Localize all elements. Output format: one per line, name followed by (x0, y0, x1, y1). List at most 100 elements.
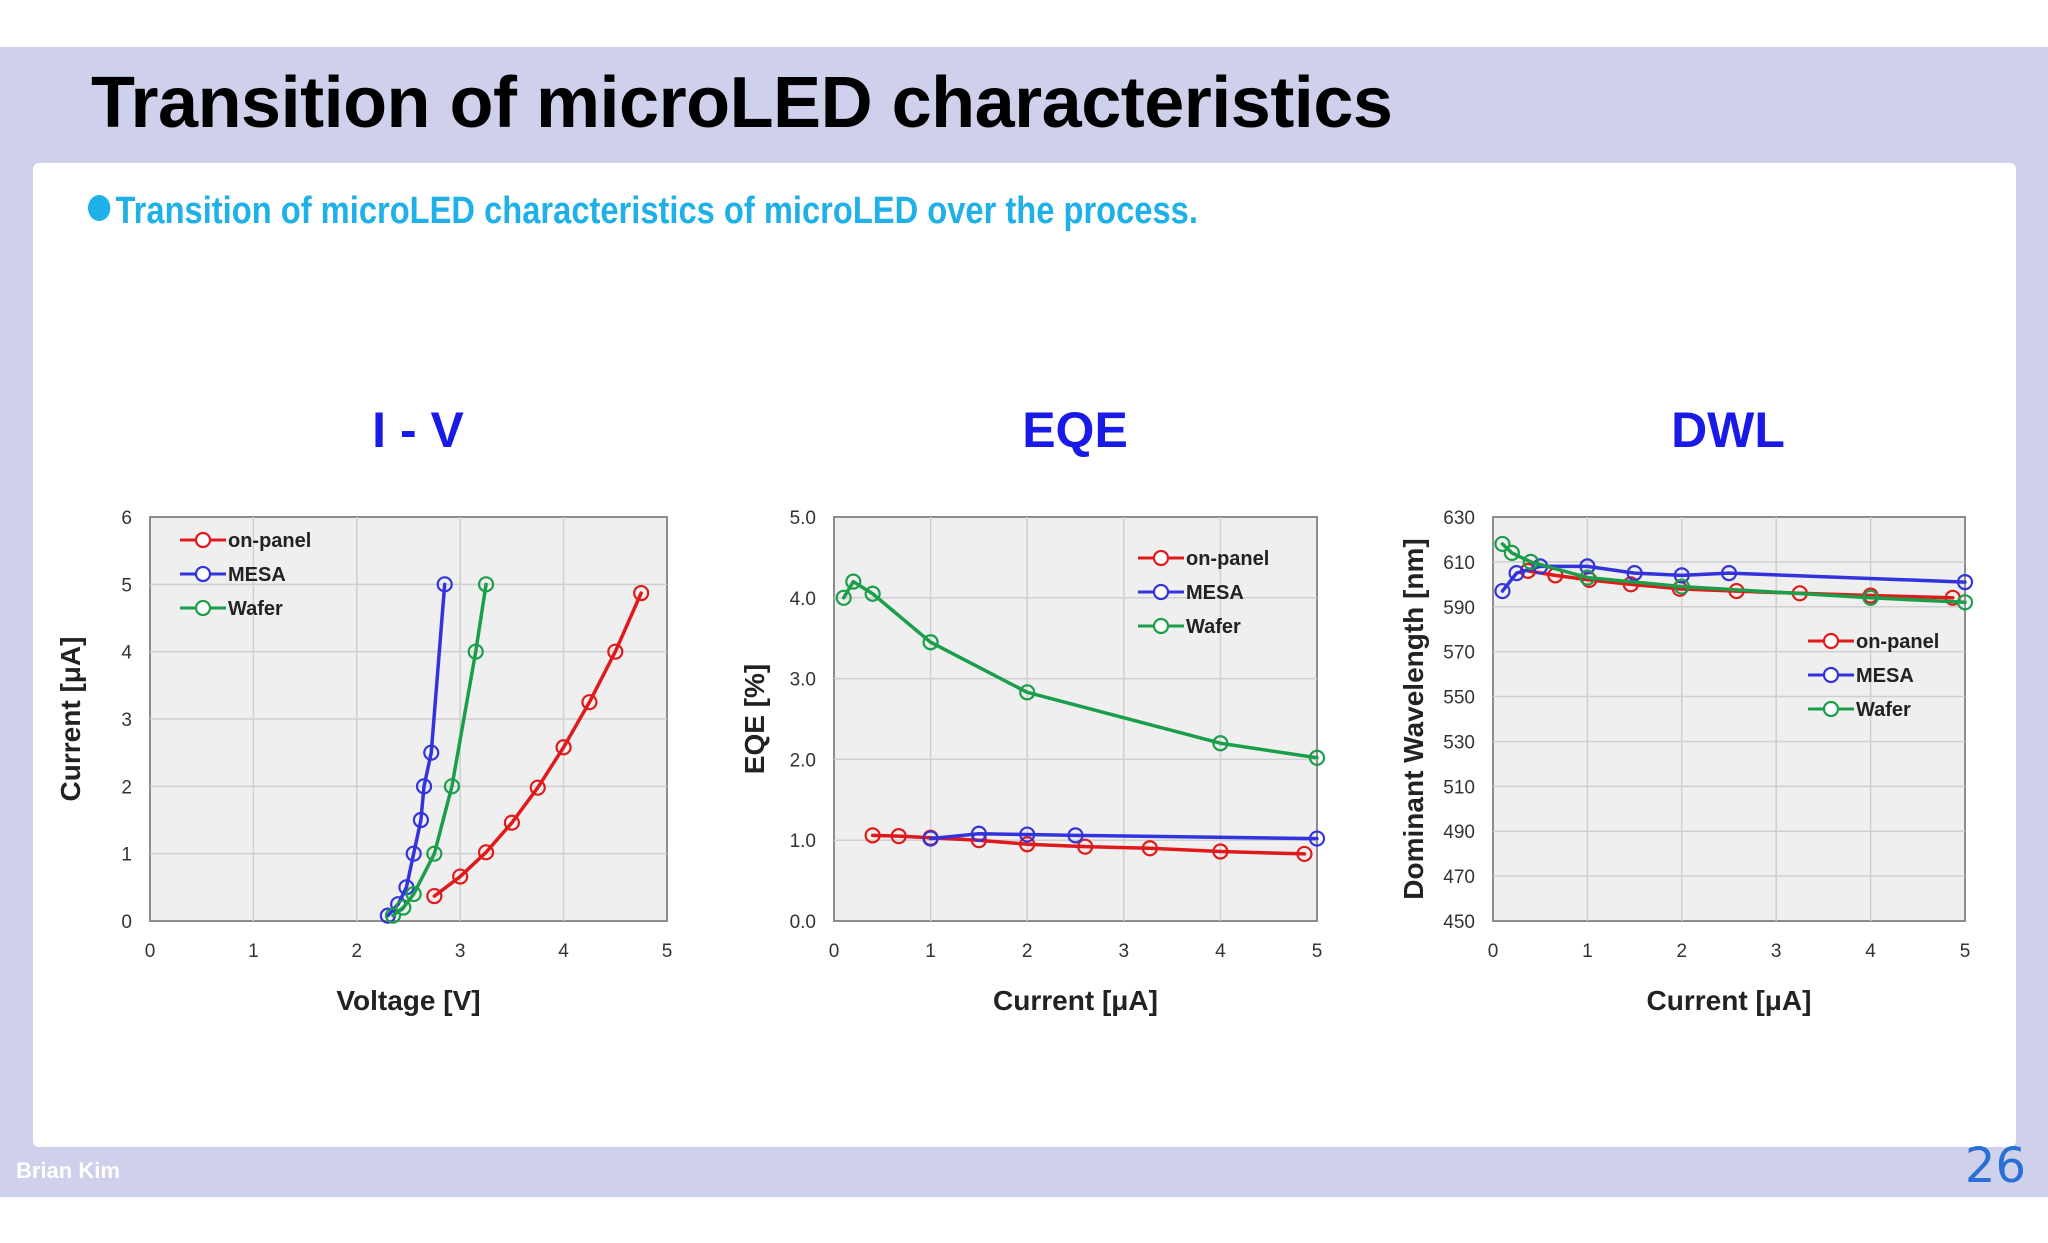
y-tick-label: 610 (1443, 553, 1475, 574)
y-tick-label: 5 (121, 575, 132, 596)
data-point-mesa (415, 778, 433, 795)
legend-label: Wafer (1856, 699, 1911, 721)
y-tick-label: 0.0 (790, 912, 816, 933)
data-point-wafer (384, 907, 402, 924)
legend-label: MESA (1186, 582, 1244, 604)
series-line-on-panel (432, 591, 643, 898)
data-point-wafer (1212, 735, 1229, 752)
data-point-mesa (922, 830, 939, 847)
y-tick-label: 470 (1443, 867, 1475, 888)
chart-3: 0 1 2 3 4 5 450 470 490 510 530 550 570 590 610 630 Curr… (1398, 402, 1974, 1016)
data-point-on-panel (1077, 838, 1094, 855)
page-number: 26 (1964, 1138, 2026, 1194)
data-point-mesa (1019, 826, 1036, 843)
x-axis-label: Current [μA] (1647, 985, 1812, 1016)
legend-label: MESA (1856, 665, 1914, 687)
legend-label: Wafer (228, 598, 283, 620)
data-point-on-panel (477, 844, 495, 861)
author-name: Brian Kim (16, 1158, 120, 1183)
series-line-wafer (1500, 542, 1967, 605)
legend-label: on-panel (228, 530, 311, 552)
data-point-wafer (835, 589, 852, 606)
data-point-mesa (412, 811, 430, 829)
data-point-wafer (845, 573, 862, 590)
legend-marker (1152, 549, 1170, 567)
data-point-mesa (1673, 567, 1690, 584)
y-tick-label: 1 (121, 845, 132, 866)
y-tick-label: 630 (1443, 508, 1475, 529)
data-point-mesa (1579, 558, 1596, 575)
y-tick-label: 490 (1443, 822, 1475, 843)
legend: on-panel MESA Wafer (1808, 631, 1939, 721)
data-point-on-panel (426, 887, 443, 905)
y-tick-label: 2.0 (790, 750, 816, 771)
x-tick-label: 0 (145, 941, 156, 962)
x-tick-label: 4 (558, 941, 569, 962)
x-tick-label: 4 (1215, 941, 1226, 962)
y-tick-label: 4 (121, 643, 132, 664)
y-tick-label: 530 (1443, 732, 1475, 753)
data-point-on-panel (633, 584, 650, 602)
legend-label: Wafer (1186, 616, 1241, 638)
data-point-mesa (970, 825, 988, 842)
legend-label: on-panel (1856, 631, 1939, 653)
x-tick-label: 3 (1119, 941, 1130, 962)
data-point-wafer (864, 585, 881, 602)
data-point-wafer (1503, 544, 1520, 562)
x-tick-label: 2 (1022, 941, 1033, 962)
legend-marker (1822, 632, 1840, 650)
x-tick-label: 5 (662, 941, 673, 962)
x-axis-label: Voltage [V] (336, 985, 480, 1016)
data-point-on-panel (452, 868, 469, 885)
x-tick-label: 5 (1960, 941, 1971, 962)
data-point-mesa (1067, 827, 1084, 844)
y-axis-label: EQE [%] (739, 664, 770, 774)
y-tick-label: 0 (121, 912, 132, 933)
data-point-mesa (1956, 573, 1974, 591)
data-point-mesa (1494, 582, 1511, 600)
y-tick-label: 6 (121, 508, 132, 529)
data-point-mesa (436, 576, 453, 593)
data-point-on-panel (503, 814, 520, 831)
y-axis-label: Dominant Wavelength [nm] (1398, 538, 1429, 899)
data-point-mesa (423, 744, 440, 761)
chart-1: 0 1 2 3 4 5 0 1 2 3 4 5 6 Voltage [V] Current [μA] I - … (55, 402, 672, 1016)
data-point-wafer (1579, 569, 1596, 586)
x-tick-label: 0 (1488, 941, 1499, 962)
data-point-on-panel (1296, 845, 1313, 863)
data-point-wafer (1019, 684, 1036, 701)
y-tick-label: 4.0 (790, 589, 816, 610)
x-tick-label: 5 (1312, 941, 1323, 962)
data-point-wafer (467, 643, 484, 660)
y-tick-label: 3.0 (790, 670, 816, 691)
x-tick-label: 2 (352, 941, 363, 962)
y-tick-label: 550 (1443, 688, 1475, 709)
chart-title: DWL (1671, 402, 1785, 458)
bullet-icon (88, 195, 111, 221)
data-point-on-panel (581, 694, 598, 711)
x-tick-label: 1 (1582, 941, 1593, 962)
data-point-wafer (1956, 594, 1974, 611)
plot-area (1492, 516, 1966, 922)
legend-marker (194, 531, 212, 549)
data-point-mesa (405, 845, 422, 862)
data-point-wafer (405, 885, 422, 903)
x-axis-label: Current [μA] (993, 985, 1158, 1016)
plot-area (833, 516, 1318, 922)
data-point-wafer (426, 845, 443, 862)
y-tick-label: 2 (121, 777, 132, 798)
data-point-on-panel (1622, 576, 1639, 593)
y-tick-label: 3 (121, 710, 132, 731)
legend: on-panel MESA Wafer (1138, 548, 1269, 638)
chart-2: 0 1 2 3 4 5 0.0 1.0 2.0 3.0 4.0 5.0 Current [μA] EQE … (739, 402, 1326, 1016)
x-tick-label: 4 (1865, 941, 1876, 962)
series-line-on-panel (870, 833, 1307, 856)
data-point-wafer (477, 576, 495, 593)
legend-marker (1152, 583, 1170, 601)
series-line-mesa (928, 831, 1319, 841)
legend-marker (194, 565, 212, 583)
data-point-wafer (922, 634, 939, 651)
x-tick-label: 1 (248, 941, 259, 962)
data-point-wafer (443, 778, 461, 795)
legend-label: MESA (228, 564, 286, 586)
